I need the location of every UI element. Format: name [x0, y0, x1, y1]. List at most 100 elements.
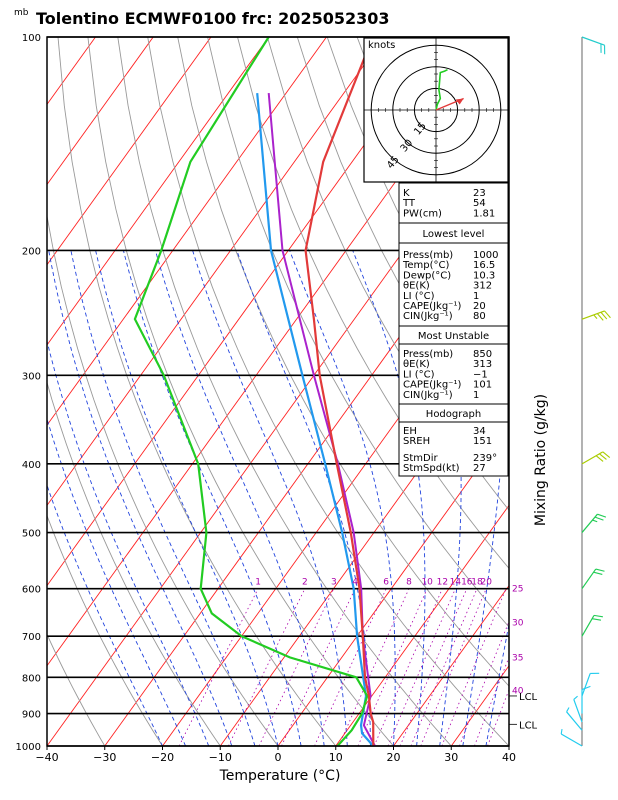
mixing-ratio-label: 4: [352, 578, 358, 588]
isotherm-line: [47, 37, 154, 186]
lowest-level-label: LI (°C): [403, 291, 435, 302]
dry-adiabat-line: [47, 514, 163, 746]
pressure-tick-label: 900: [22, 710, 41, 721]
mixing-ratio-line: [258, 588, 335, 746]
mixing-ratio-line: [420, 588, 487, 746]
lowest-level-label: θE(K): [403, 281, 430, 292]
temperature-tick-label: 40: [502, 751, 516, 764]
lcl-label: LCL: [519, 720, 538, 731]
temperature-tick-label: −40: [35, 751, 58, 764]
hodograph-index-value: 239°: [473, 453, 497, 464]
lowest-level-label: Press(mb): [403, 250, 453, 261]
dry-adiabat-line: [47, 633, 106, 746]
wind-barb-flag: [600, 311, 608, 320]
mixing-ratio-label: 35: [512, 653, 523, 663]
mixing-ratio-label: 16: [461, 578, 473, 588]
mixing-ratio-label: 1: [255, 578, 261, 588]
isotherm-line: [47, 37, 385, 507]
wind-barb-flag: [595, 455, 604, 462]
dry-adiabat-line: [506, 37, 509, 43]
most-unstable-value: 313: [473, 359, 492, 370]
isotherm-line: [47, 37, 327, 426]
dry-adiabat-line: [47, 213, 279, 746]
isotherm-line: [47, 37, 270, 346]
wind-barb-flag: [593, 571, 603, 575]
mixing-ratio-line: [441, 588, 507, 746]
lowest-level-label: Temp(°C): [402, 260, 450, 271]
hodograph-trace: [435, 68, 448, 111]
most-unstable-label: LI (°C): [403, 369, 435, 380]
index-value: 54: [473, 198, 486, 209]
lcl-markers: LCL LCL: [509, 692, 538, 731]
mixing-ratio-label: 40: [512, 686, 524, 696]
wind-barb: [581, 36, 605, 46]
mixing-ratio-axis-label: Mixing Ratio (g/kg): [533, 394, 549, 526]
mixing-ratio-line: [228, 588, 306, 746]
isotherm-line: [104, 183, 509, 746]
dry-adiabat-line: [117, 37, 452, 746]
moist-adiabat-line: [462, 250, 507, 746]
wind-barb: [581, 310, 605, 320]
most-unstable-value: 101: [473, 380, 492, 391]
pressure-tick-label: 600: [22, 585, 41, 596]
wind-barb-flag: [595, 568, 605, 572]
wind-barb: [560, 733, 583, 747]
mixing-ratio-line: [387, 588, 456, 746]
wind-barb-flag: [591, 618, 602, 621]
hodograph-indices-title: Hodograph: [426, 409, 481, 420]
most-unstable-title: Most Unstable: [418, 331, 489, 342]
lcl-label: LCL: [519, 692, 538, 703]
wind-barb: [581, 568, 597, 590]
lowest-level-box: [398, 222, 509, 327]
mixing-ratio-line: [474, 656, 509, 746]
isotherm-line: [508, 745, 509, 746]
wind-barb-flag: [599, 453, 607, 460]
most-unstable-label: θE(K): [403, 359, 430, 370]
wind-barb: [581, 615, 595, 637]
pressure-unit: mb: [14, 8, 29, 18]
pressure-tick-label: 200: [22, 246, 41, 257]
mixing-ratio-label: 8: [406, 578, 412, 588]
lowest-level-value: 80: [473, 311, 486, 322]
chart-title: Tolentino ECMWF0100 frc: 2025052303: [36, 9, 390, 28]
indices-box: [398, 182, 509, 224]
wind-barb-flag: [593, 614, 603, 618]
lowest-level-value: 312: [473, 281, 492, 292]
wind-barb-flag: [592, 519, 598, 523]
wind-barb-flag: [602, 451, 611, 458]
mixing-ratio-line: [357, 588, 428, 746]
index-label: PW(cm): [403, 208, 442, 219]
temperature-tick-label: −20: [151, 751, 174, 764]
hodograph-index-value: 34: [473, 426, 486, 437]
isotherm-line: [335, 504, 509, 746]
lowest-level-value: 16.5: [473, 260, 495, 271]
temperature-axis: −40 −30 −20 −10 0 10 20 30 40: [35, 746, 516, 764]
moist-adiabat-line: [485, 621, 509, 746]
moist-adiabat-line: [47, 417, 187, 746]
temperature-tick-label: −10: [209, 751, 232, 764]
mixing-ratio-line: [410, 588, 478, 746]
lowest-level-title: Lowest level: [423, 229, 485, 240]
mixing-ratio-line: [314, 588, 387, 746]
temperature-tick-label: 30: [444, 751, 458, 764]
dry-adiabat-line: [596, 37, 618, 746]
isotherm-line: [47, 37, 443, 587]
temperature-tick-label: −30: [93, 751, 116, 764]
isotherm-line: [47, 37, 212, 266]
lowest-level-label: CIN(Jkg⁻¹): [403, 311, 453, 322]
hodograph-index-label: StmSpd(kt): [403, 463, 460, 474]
dry-adiabat-line: [266, 37, 509, 511]
wind-barb-flag: [560, 728, 563, 735]
lowest-level-value: 1: [473, 291, 479, 302]
wind-barb-flag: [597, 513, 607, 518]
indices-table: K 23 TT 54 PW(cm) 1.81 Lowest level Press(mb) 10…: [398, 182, 509, 477]
wind-barb-flag: [573, 695, 578, 700]
wind-barbs: [560, 36, 611, 747]
most-unstable-box: [398, 325, 509, 405]
wind-barb: [566, 711, 583, 731]
moist-adiabat-line: [48, 250, 233, 746]
hodograph-units: knots: [368, 40, 395, 51]
moist-adiabat-line: [192, 250, 348, 746]
